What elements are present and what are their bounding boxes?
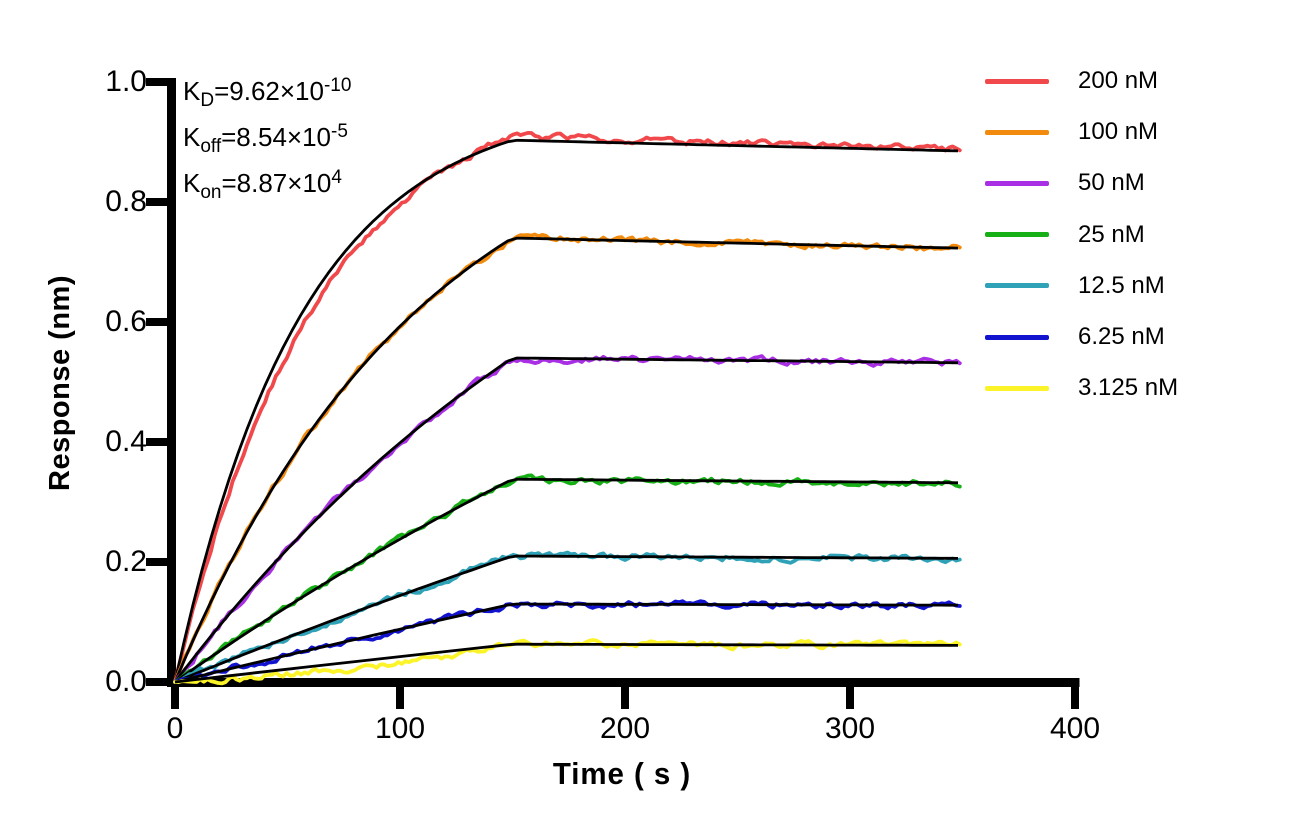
kd-symbol: K <box>183 76 201 106</box>
x-axis-ticks <box>171 687 1079 709</box>
x-tick-label: 0 <box>166 712 184 745</box>
fit-line-100nM <box>173 236 959 683</box>
legend-line-icon <box>985 78 1049 84</box>
legend-entry-200nM: 200 nM <box>985 65 1158 97</box>
kd-subscript: D <box>200 90 215 111</box>
legend-line-icon <box>985 283 1049 289</box>
y-axis-title: Response (nm) <box>44 275 76 491</box>
koff-body: =8.54×10 <box>221 122 332 152</box>
x-tick-label: 400 <box>1049 712 1101 745</box>
kinetics-annotation: KD=9.62×10-10 Koff=8.54×10-5 Kon=8.87×10… <box>183 68 351 206</box>
legend-label: 12.5 nM <box>1078 271 1165 299</box>
series-line-25nM <box>173 473 962 684</box>
kon-subscript: on <box>200 182 222 203</box>
koff-value: Koff=8.54×10-5 <box>183 114 351 160</box>
series-line-50nM <box>173 354 962 684</box>
y-tick-label: 0.0 <box>105 665 147 698</box>
x-tick-label: 300 <box>824 712 876 745</box>
fit-line-6.25nM <box>174 602 958 684</box>
koff-subscript: off <box>200 136 222 157</box>
legend-entry-6.25nM: 6.25 nM <box>985 321 1165 353</box>
legend-label: 25 nM <box>1078 220 1145 248</box>
legend-line-icon <box>985 385 1049 391</box>
series-line-3.125nM <box>173 638 962 686</box>
legend-line-icon <box>985 180 1049 186</box>
fit-line-200nM <box>173 138 959 683</box>
y-axis-ticks <box>146 78 167 686</box>
fit-line-3.125nM <box>174 642 958 684</box>
kon-value: Kon=8.87×104 <box>183 160 351 206</box>
series-line-200nM <box>173 131 962 684</box>
kon-body: =8.87×10 <box>221 168 332 198</box>
y-tick-label: 0.2 <box>105 545 147 578</box>
fit-line-25nM <box>174 477 959 684</box>
legend-entry-50nM: 50 nM <box>985 167 1145 199</box>
legend-line-icon <box>985 129 1049 135</box>
y-tick-label: 0.8 <box>105 185 147 218</box>
legend-label: 6.25 nM <box>1078 323 1165 350</box>
legend-line-icon <box>985 232 1049 238</box>
kon-symbol: K <box>183 168 201 198</box>
x-tick-label: 200 <box>599 712 651 745</box>
legend-entry-25nM: 25 nM <box>985 219 1145 251</box>
y-tick-label: 1.0 <box>105 65 147 98</box>
legend-entry-3.125nM: 3.125 nM <box>985 372 1178 404</box>
legend-label: 100 nM <box>1078 118 1159 146</box>
legend-entry-100nM: 100 nM <box>985 116 1158 148</box>
koff-exponent: -5 <box>331 121 348 142</box>
kd-body: =9.62×10 <box>214 76 324 106</box>
sensorgram-curves <box>173 131 962 686</box>
legend-label: 200 nM <box>1078 67 1159 94</box>
koff-symbol: K <box>183 122 201 152</box>
x-tick-label: 100 <box>374 712 426 745</box>
series-line-12.5nM <box>173 550 962 684</box>
kd-exponent: -10 <box>323 75 352 96</box>
kd-value: KD=9.62×10-10 <box>183 68 351 114</box>
fit-line-12.5nM <box>174 554 959 684</box>
legend-entry-12.5nM: 12.5 nM <box>985 270 1165 302</box>
legend-label: 3.125 nM <box>1078 374 1179 402</box>
y-tick-label: 0.4 <box>105 425 147 458</box>
kon-exponent: 4 <box>331 167 342 188</box>
legend-line-icon <box>985 334 1049 340</box>
x-axis-title: Time ( s ) <box>552 756 692 791</box>
fit-line-50nM <box>173 356 959 683</box>
y-tick-label: 0.6 <box>105 305 147 338</box>
legend-label: 50 nM <box>1078 169 1145 197</box>
